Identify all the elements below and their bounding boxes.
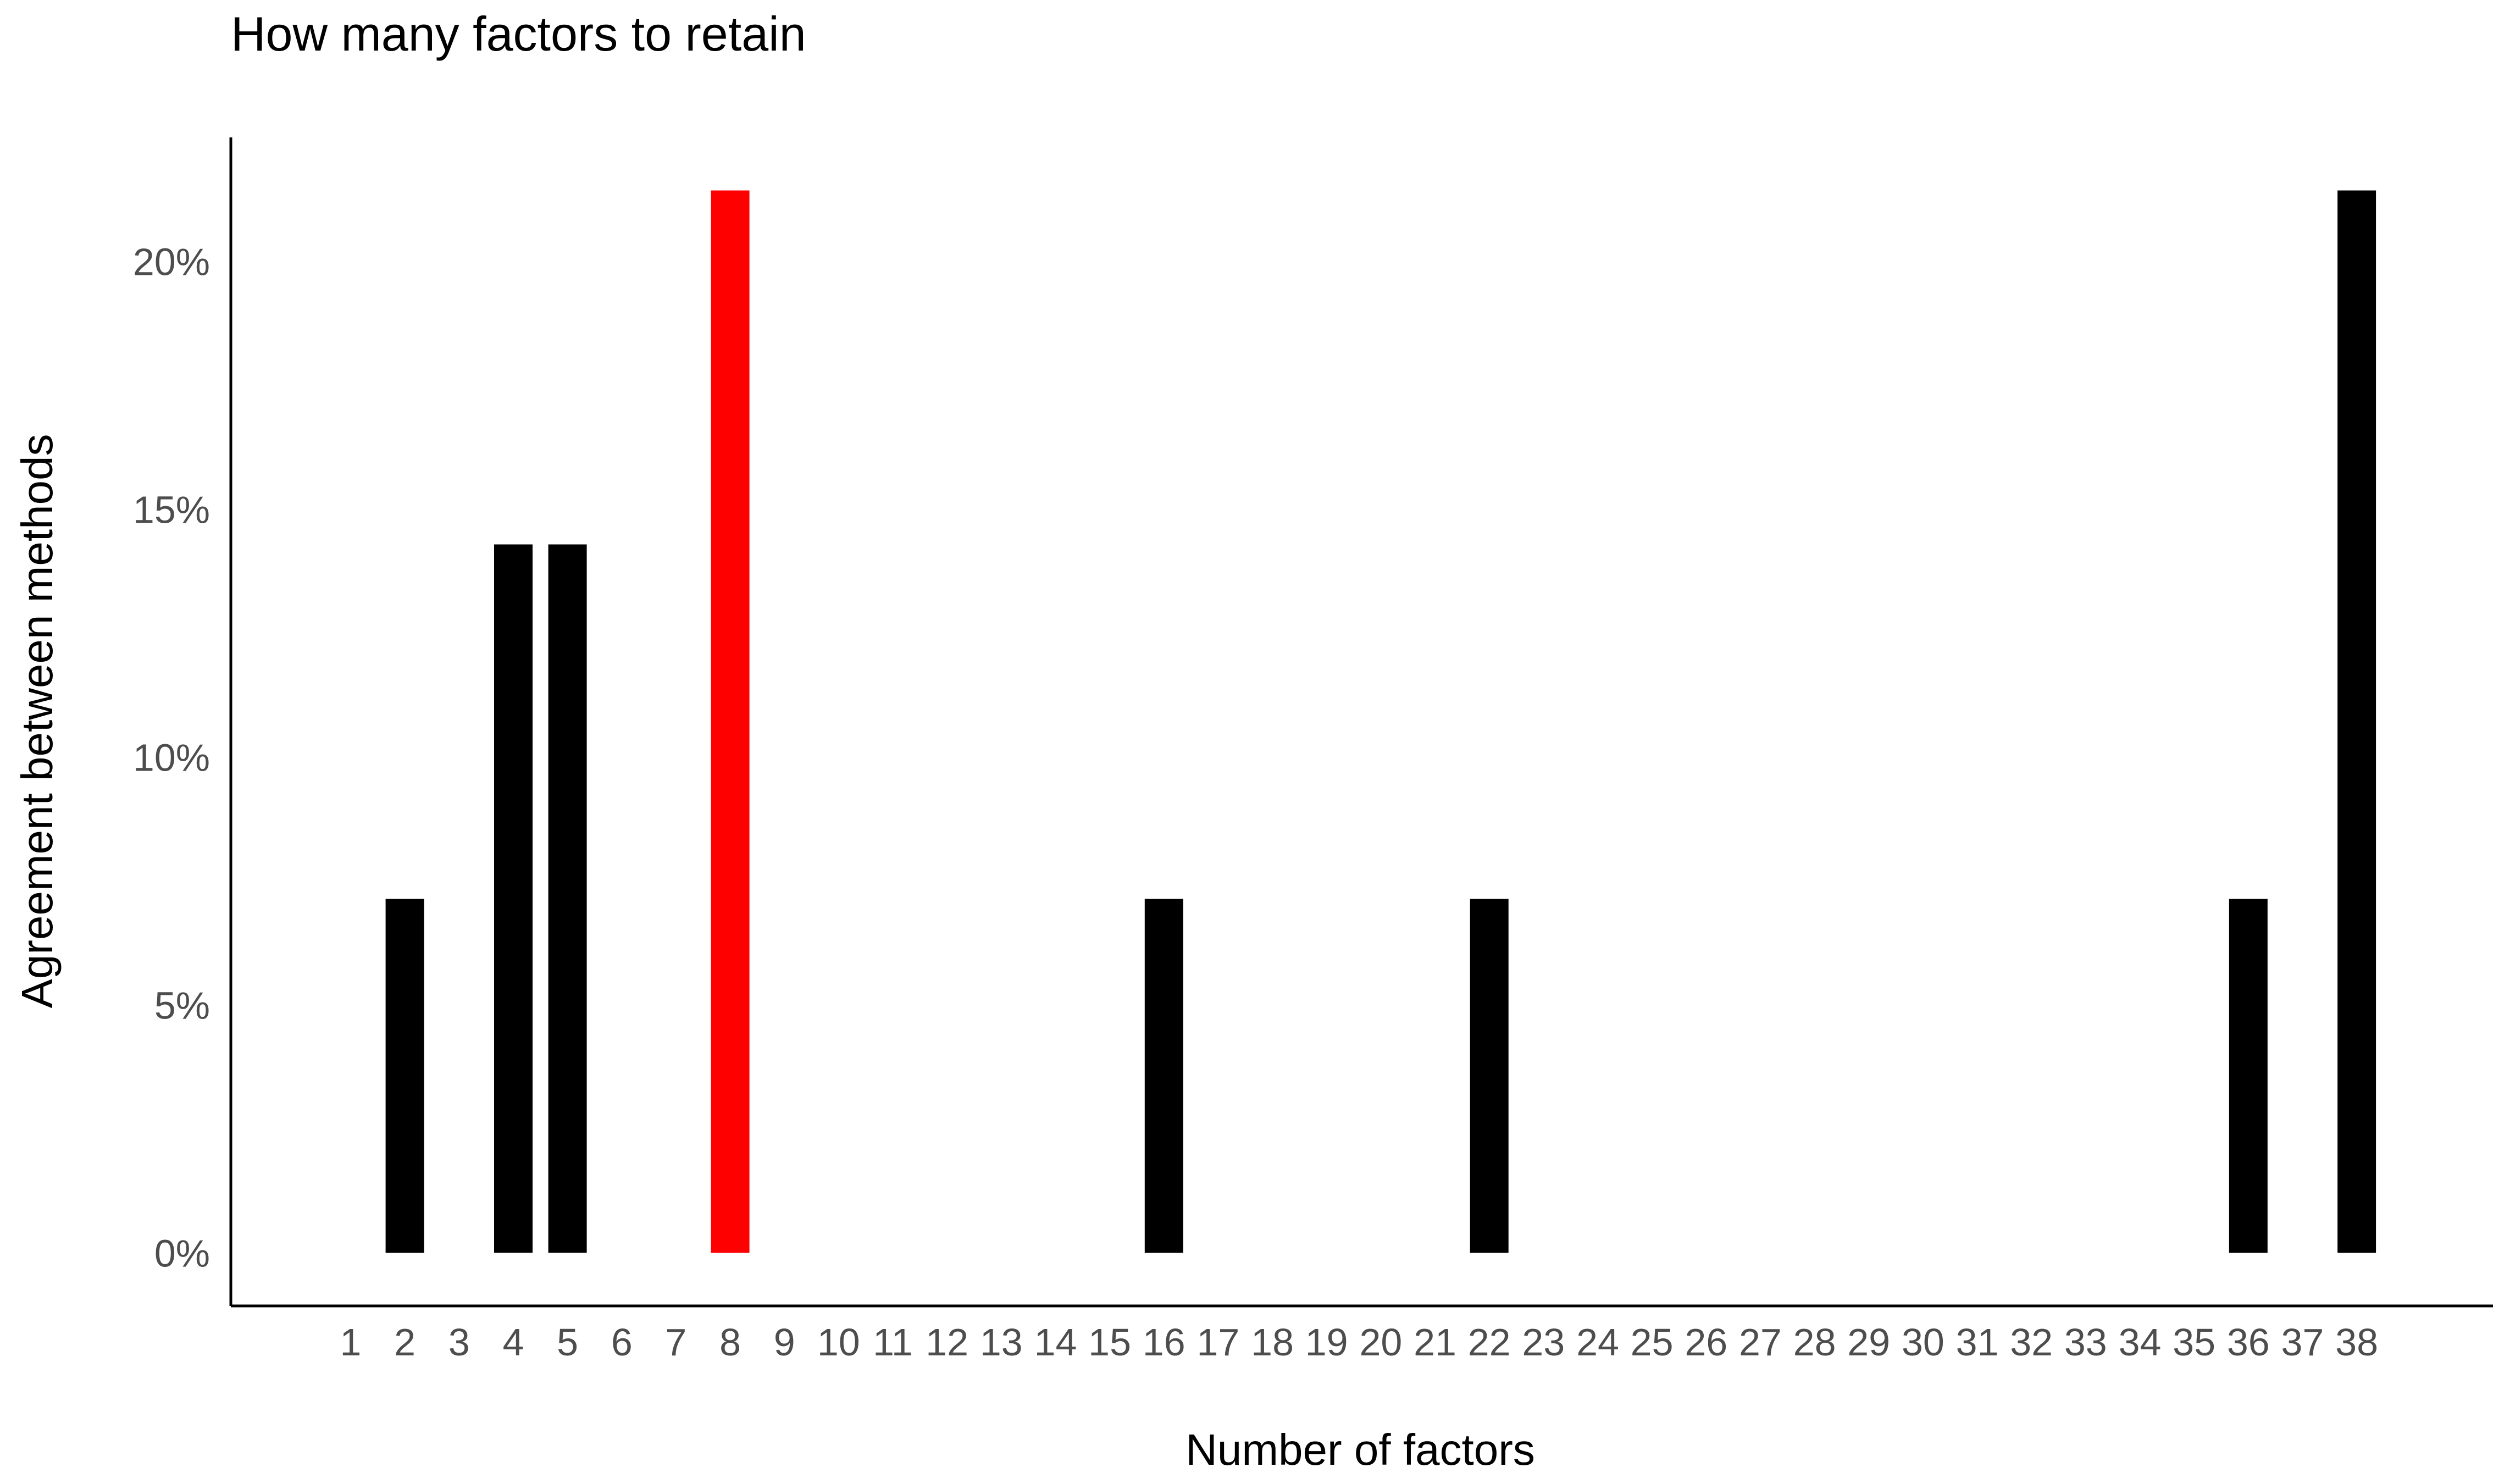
bar-2 [385,899,424,1253]
x-tick-label: 32 [2010,1321,2053,1364]
x-tick-label: 2 [394,1321,416,1364]
bar-16 [1144,899,1183,1253]
bar-22 [1470,899,1509,1253]
x-tick-label: 8 [719,1321,741,1364]
x-tick-label: 18 [1251,1321,1294,1364]
x-axis-label: Number of factors [1185,1425,1535,1474]
x-axis-ticks: 1 2 3 4 5 6 7 8 9 10 11 12 13 14 15 16 17 18 19 20 21 22 23 24 2… [340,1321,2379,1364]
x-tick-label: 35 [2173,1321,2215,1364]
x-tick-label: 26 [1685,1321,1727,1364]
bar-8 [711,190,750,1253]
x-tick-label: 12 [926,1321,968,1364]
x-tick-label: 3 [448,1321,470,1364]
x-tick-label: 10 [817,1321,860,1364]
x-tick-label: 21 [1414,1321,1456,1364]
x-tick-label: 20 [1359,1321,1402,1364]
x-tick-label: 11 [873,1321,913,1364]
x-tick-label: 28 [1793,1321,1836,1364]
x-tick-label: 4 [503,1321,524,1364]
x-tick-label: 33 [2064,1321,2107,1364]
x-tick-label: 31 [1956,1321,1999,1364]
y-axis-label: Agreement between methods [13,434,62,1008]
x-tick-label: 14 [1034,1321,1077,1364]
x-tick-label: 27 [1739,1321,1782,1364]
bars [385,190,2376,1253]
bar-36 [2229,899,2268,1253]
plot-area: 0%5%10%15%20% 1 2 3 4 5 6 7 8 9 10 11 12 13 14 15 16 17 1… [133,137,2493,1364]
y-tick-label: 10% [133,737,210,779]
x-tick-label: 37 [2281,1321,2324,1364]
x-tick-label: 19 [1305,1321,1348,1364]
x-tick-label: 6 [611,1321,633,1364]
x-tick-label: 15 [1088,1321,1131,1364]
y-tick-label: 0% [154,1232,210,1275]
x-tick-label: 25 [1631,1321,1674,1364]
chart-title: How many factors to retain [231,7,806,61]
x-tick-label: 9 [774,1321,795,1364]
x-tick-label: 5 [557,1321,578,1364]
bar-4 [494,544,533,1253]
x-tick-label: 23 [1522,1321,1565,1364]
x-tick-label: 24 [1576,1321,1619,1364]
x-tick-label: 34 [2119,1321,2162,1364]
x-tick-label: 29 [1847,1321,1890,1364]
x-tick-label: 38 [2335,1321,2378,1364]
x-tick-label: 36 [2227,1321,2270,1364]
x-tick-label: 16 [1143,1321,1185,1364]
x-tick-label: 30 [1902,1321,1944,1364]
x-tick-label: 17 [1196,1321,1239,1364]
x-tick-label: 13 [980,1321,1023,1364]
y-axis-ticks: 0% 5% 10% 15% 20% [133,241,210,1275]
y-tick-label: 15% [133,489,210,531]
y-tick-label: 20% [133,241,210,284]
x-tick-label: 22 [1468,1321,1511,1364]
x-tick-label: 1 [340,1321,362,1364]
x-tick-label: 7 [665,1321,686,1364]
bar-5 [548,544,587,1253]
y-tick-label: 5% [154,984,210,1027]
bar-38 [2337,190,2376,1253]
